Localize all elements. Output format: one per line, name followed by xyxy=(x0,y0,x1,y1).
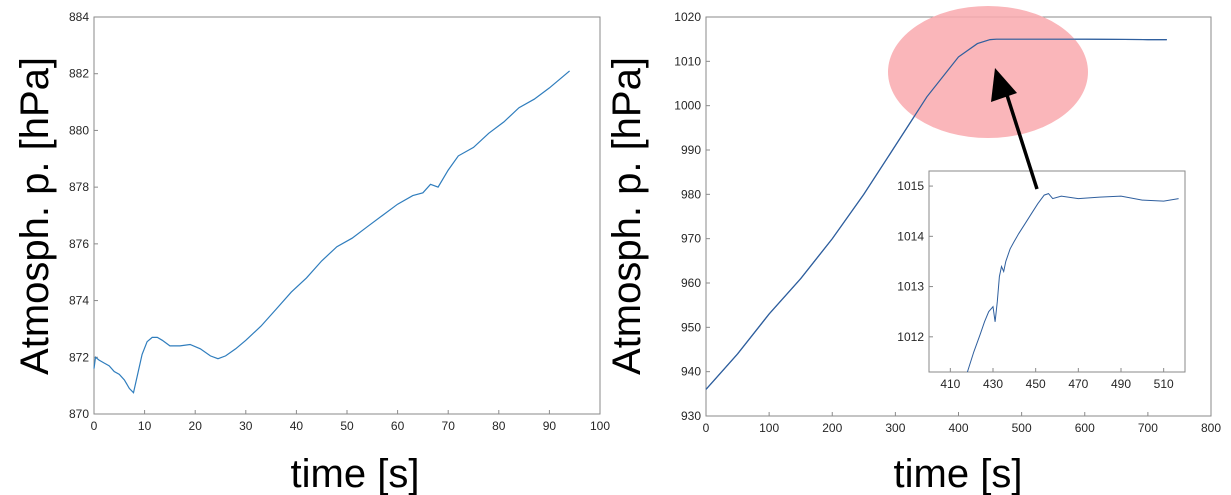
inset-pressure-series-line xyxy=(966,193,1179,373)
left-axis-ticks: 0 10 20 30 40 50 60 70 80 90 100 870 872 874 876 878 880… xyxy=(69,10,610,433)
right-x-tick-label: 300 xyxy=(885,421,905,435)
left-y-tick-label: 882 xyxy=(69,67,89,81)
left-y-tick-label: 884 xyxy=(69,10,89,24)
left-x-axis-label: time [s] xyxy=(291,452,420,495)
right-x-tick-label: 500 xyxy=(1012,421,1032,435)
inset-x-tick-label: 430 xyxy=(983,377,1003,391)
highlight-ellipse xyxy=(888,6,1088,138)
zoom-arrow xyxy=(991,68,1039,190)
right-x-axis-label: time [s] xyxy=(894,452,1023,495)
inset-plot-frame xyxy=(928,170,1186,373)
left-x-tick-label: 100 xyxy=(590,419,610,433)
left-y-tick-label: 878 xyxy=(69,180,89,194)
inset-y-tick-label: 1015 xyxy=(897,179,924,193)
right-x-tick-label: 800 xyxy=(1201,421,1221,435)
right-y-tick-label: 970 xyxy=(681,232,701,246)
right-y-tick-label: 940 xyxy=(681,365,701,379)
right-x-tick-label: 600 xyxy=(1075,421,1095,435)
left-y-axis-label: Atmosph. p. [hPa] xyxy=(13,57,57,375)
left-x-tick-label: 50 xyxy=(340,419,354,433)
right-y-tick-label: 950 xyxy=(681,320,701,334)
right-x-tick-label: 0 xyxy=(703,421,710,435)
inset-zoom-chart: 410 430 450 470 490 510 1012 1013 1014 1015 xyxy=(897,170,1186,391)
left-plot-frame xyxy=(93,16,601,415)
right-x-tick-label: 200 xyxy=(822,421,842,435)
left-x-tick-label: 40 xyxy=(290,419,304,433)
left-y-tick-label: 880 xyxy=(69,123,89,137)
left-y-tick-label: 874 xyxy=(69,294,89,308)
inset-x-tick-label: 410 xyxy=(940,377,960,391)
left-y-tick-label: 870 xyxy=(69,407,89,421)
right-pressure-chart: 0 100 200 300 400 500 600 700 800 930 940 950 960 970… xyxy=(605,6,1221,495)
left-x-tick-label: 70 xyxy=(442,419,456,433)
left-y-tick-label: 872 xyxy=(69,350,89,364)
inset-y-tick-label: 1014 xyxy=(897,229,924,243)
inset-x-tick-label: 470 xyxy=(1068,377,1088,391)
inset-y-tick-label: 1012 xyxy=(897,330,924,344)
right-x-tick-label: 100 xyxy=(759,421,779,435)
left-x-tick-label: 80 xyxy=(492,419,506,433)
right-x-tick-label: 400 xyxy=(948,421,968,435)
right-y-tick-label: 990 xyxy=(681,143,701,157)
inset-axis-ticks: 410 430 450 470 490 510 1012 1013 1014 1015 xyxy=(897,179,1174,391)
left-x-tick-label: 10 xyxy=(138,419,152,433)
left-x-tick-label: 0 xyxy=(91,419,98,433)
right-y-tick-label: 1010 xyxy=(674,54,701,68)
left-x-tick-label: 30 xyxy=(239,419,253,433)
inset-x-tick-label: 450 xyxy=(1026,377,1046,391)
left-pressure-series-line xyxy=(93,70,570,394)
inset-x-tick-label: 490 xyxy=(1111,377,1131,391)
right-y-tick-label: 980 xyxy=(681,187,701,201)
left-x-tick-label: 60 xyxy=(391,419,405,433)
right-y-tick-label: 960 xyxy=(681,276,701,290)
arrow-head xyxy=(991,68,1017,102)
right-axis-ticks: 0 100 200 300 400 500 600 700 800 930 940 950 960 970… xyxy=(674,10,1221,435)
right-x-tick-label: 700 xyxy=(1138,421,1158,435)
right-y-axis-label: Atmosph. p. [hPa] xyxy=(605,57,649,375)
right-y-tick-label: 930 xyxy=(681,409,701,423)
left-x-tick-label: 90 xyxy=(543,419,557,433)
left-pressure-chart: 0 10 20 30 40 50 60 70 80 90 100 870 872 874 876 878 880… xyxy=(13,10,610,495)
right-y-tick-label: 1020 xyxy=(674,10,701,24)
left-x-tick-label: 20 xyxy=(189,419,203,433)
arrow-shaft xyxy=(1004,91,1039,190)
inset-y-tick-label: 1013 xyxy=(897,280,924,294)
right-pressure-series-line-over-highlight xyxy=(705,38,1167,390)
right-y-tick-label: 1000 xyxy=(674,99,701,113)
left-y-tick-label: 876 xyxy=(69,237,89,251)
inset-x-tick-label: 510 xyxy=(1154,377,1174,391)
